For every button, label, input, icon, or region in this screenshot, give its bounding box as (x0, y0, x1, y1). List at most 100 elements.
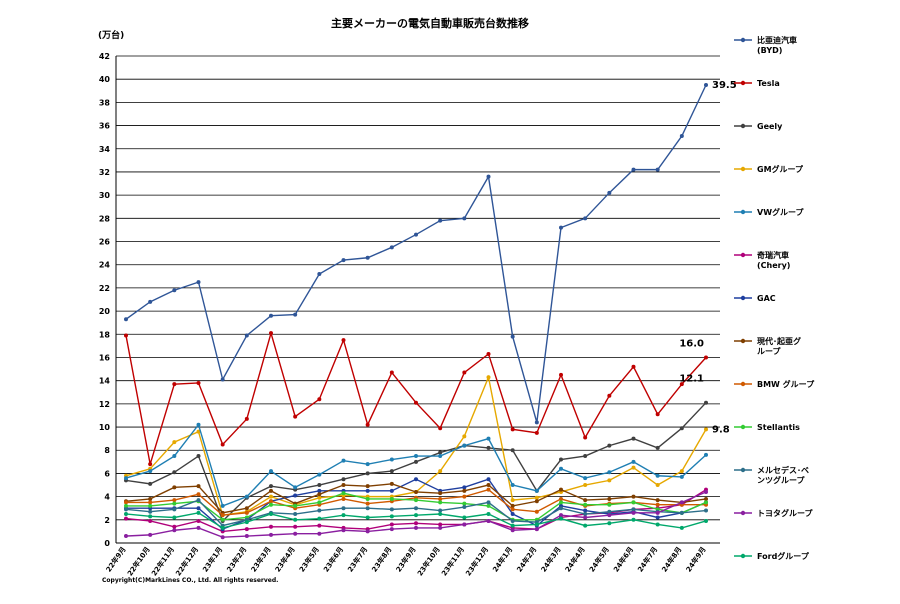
data-point (341, 491, 346, 496)
legend-label: BMW グループ (757, 379, 815, 389)
data-point (365, 488, 370, 493)
data-point (172, 470, 177, 475)
data-point (486, 518, 491, 523)
y-tick-label: 36 (99, 122, 111, 131)
data-point (510, 512, 515, 517)
data-point (124, 317, 128, 322)
data-point (583, 502, 588, 507)
data-point (148, 532, 153, 537)
y-tick-label: 28 (99, 214, 111, 223)
legend-item: BMW グループ (734, 379, 815, 389)
data-point (438, 450, 443, 455)
data-point (704, 400, 708, 405)
x-tick-label: 23年4月 (273, 545, 297, 574)
data-point (172, 454, 177, 459)
x-tick-label: 24年4月 (563, 545, 587, 574)
legend-marker (740, 338, 746, 344)
legend-label-line: 比亜迪汽車 (757, 35, 797, 45)
y-tick-label: 34 (99, 145, 111, 154)
data-point (438, 522, 443, 527)
data-point (124, 333, 128, 338)
data-point (220, 377, 225, 382)
x-tick-label: 24年7月 (636, 545, 660, 574)
copyright-note: Copyright(C)MarkLines CO., Ltd. All righ… (102, 577, 278, 584)
data-point (486, 445, 491, 450)
data-point (389, 527, 394, 532)
data-point (679, 134, 684, 139)
data-point (124, 516, 128, 521)
data-point (148, 514, 153, 519)
data-point (389, 522, 394, 527)
data-point (534, 420, 539, 425)
data-point (704, 489, 708, 494)
x-tick-label: 23年12月 (464, 545, 491, 578)
x-tick-label: 22年12月 (174, 545, 201, 578)
data-point (583, 435, 588, 440)
data-point (438, 454, 443, 459)
data-point (583, 216, 588, 221)
data-point (679, 426, 684, 431)
x-tick-label: 23年1月 (201, 545, 225, 574)
data-point (196, 510, 201, 515)
data-point (365, 255, 370, 260)
legend-label: 比亜迪汽車(BYD) (757, 35, 797, 55)
data-point (655, 412, 660, 417)
data-point (365, 471, 370, 476)
series-line (125, 84, 707, 423)
data-point (269, 331, 273, 336)
legend-label-line: トヨタグループ (757, 508, 814, 518)
y-tick-label: 0 (104, 539, 110, 548)
data-point (293, 485, 298, 490)
legend-marker (740, 424, 746, 430)
data-point (438, 496, 443, 501)
data-point (293, 493, 298, 498)
data-point (607, 513, 612, 518)
data-label: 9.8 (712, 424, 730, 435)
data-point (631, 507, 636, 512)
data-point (486, 512, 491, 517)
legend-label-line: (BYD) (757, 46, 782, 55)
data-point (559, 457, 563, 462)
data-point (583, 508, 588, 513)
data-point (317, 483, 322, 488)
data-point (607, 470, 612, 475)
data-point (365, 515, 370, 520)
data-point (534, 495, 539, 500)
data-point (704, 427, 708, 432)
data-point (148, 509, 153, 514)
y-tick-label: 38 (99, 98, 111, 107)
data-point (244, 494, 249, 499)
legend-marker (740, 80, 746, 86)
data-point (365, 529, 370, 534)
data-label: 16.0 (679, 338, 704, 349)
data-point (196, 498, 201, 503)
x-tick-label: 22年9月 (104, 545, 128, 574)
legend-label-line: GMグループ (757, 164, 804, 174)
data-point (679, 469, 684, 474)
legend-label-line: Geely (757, 122, 783, 131)
x-tick-label: 24年3月 (539, 545, 563, 574)
data-annotations: 39.5 16.0 12.1 9.8 (679, 80, 736, 435)
data-point (655, 502, 660, 507)
data-point (462, 488, 467, 493)
data-point (655, 522, 660, 527)
x-tick-label: 24年6月 (611, 545, 635, 574)
data-point (655, 515, 660, 520)
y-tick-label: 20 (99, 307, 111, 316)
data-point (607, 393, 612, 398)
data-point (293, 312, 298, 317)
x-tick-label: 24年9月 (684, 545, 708, 574)
data-point (559, 506, 563, 511)
y-tick-label: 32 (99, 168, 110, 177)
data-point (172, 498, 177, 503)
data-point (438, 508, 443, 513)
data-point (389, 496, 394, 501)
chart-title: 主要メーカーの電気自動車販売台数推移 (331, 16, 529, 30)
legend-label-line: 現代･起亜グ (757, 336, 801, 346)
data-point (486, 351, 491, 356)
data-point (583, 483, 588, 488)
data-point (510, 503, 515, 508)
y-tick-label: 2 (104, 516, 110, 525)
legend-item: Fordグループ (734, 551, 810, 561)
data-point (438, 525, 443, 530)
